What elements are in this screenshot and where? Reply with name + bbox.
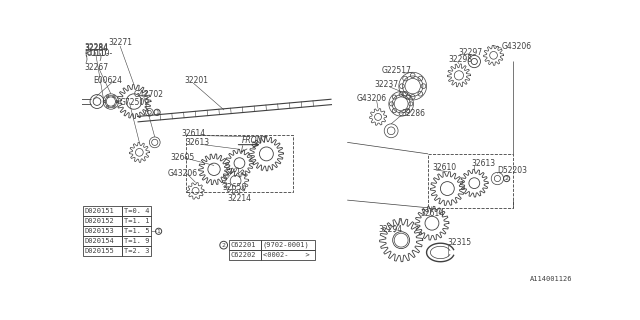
Text: 1: 1 xyxy=(157,229,161,234)
Text: D020155: D020155 xyxy=(84,248,115,254)
Text: ): ) xyxy=(84,55,87,64)
Text: 32267: 32267 xyxy=(84,63,108,72)
Text: 32271: 32271 xyxy=(108,38,132,47)
Text: C62202: C62202 xyxy=(230,252,256,258)
Text: 32613: 32613 xyxy=(186,138,210,147)
Text: (0110-: (0110- xyxy=(84,49,109,58)
Text: C62201: C62201 xyxy=(230,242,256,248)
Text: 32201: 32201 xyxy=(184,76,208,85)
Text: 32610: 32610 xyxy=(432,163,456,172)
Bar xyxy=(228,250,261,260)
Text: <0110-: <0110- xyxy=(84,49,112,58)
Text: D020154: D020154 xyxy=(84,238,115,244)
Text: ): ) xyxy=(99,53,102,62)
Bar xyxy=(428,154,513,208)
Bar xyxy=(228,240,261,250)
Text: D020152: D020152 xyxy=(84,218,115,224)
Text: 32614: 32614 xyxy=(182,129,206,138)
Text: 2: 2 xyxy=(504,176,509,181)
Text: 32286: 32286 xyxy=(401,109,425,118)
Text: G43206: G43206 xyxy=(356,94,387,103)
Text: D52203: D52203 xyxy=(497,166,527,175)
Bar xyxy=(83,206,122,216)
Text: G43206: G43206 xyxy=(168,169,198,178)
Text: G42702: G42702 xyxy=(134,90,164,99)
Text: D020153: D020153 xyxy=(84,228,115,234)
Text: 2: 2 xyxy=(221,243,226,248)
Text: 32214: 32214 xyxy=(227,194,252,203)
Text: 32614: 32614 xyxy=(420,210,445,219)
Text: 32605: 32605 xyxy=(170,153,195,162)
Text: 32613: 32613 xyxy=(471,159,495,168)
Text: T=1. 1: T=1. 1 xyxy=(124,218,150,224)
Text: T=2. 3: T=2. 3 xyxy=(124,248,150,254)
Text: T=1. 5: T=1. 5 xyxy=(124,228,150,234)
Text: 32298: 32298 xyxy=(449,55,473,64)
Text: (9702-0001): (9702-0001) xyxy=(262,242,309,248)
Text: 32284: 32284 xyxy=(84,44,108,53)
Text: D020151: D020151 xyxy=(84,208,115,214)
Bar xyxy=(122,206,151,216)
Text: 32297: 32297 xyxy=(459,48,483,57)
Text: T=0. 4: T=0. 4 xyxy=(124,208,150,214)
Text: 32650: 32650 xyxy=(223,182,247,191)
Text: G72509: G72509 xyxy=(120,98,150,107)
Text: 32315: 32315 xyxy=(447,238,472,247)
Text: FRONT: FRONT xyxy=(242,136,268,145)
Bar xyxy=(261,250,315,260)
Bar xyxy=(261,240,315,250)
Text: G22517: G22517 xyxy=(382,66,412,75)
Bar xyxy=(83,226,122,236)
Bar xyxy=(122,246,151,256)
Bar xyxy=(122,216,151,226)
Bar xyxy=(83,246,122,256)
Bar xyxy=(186,135,293,192)
Text: <0002-    >: <0002- > xyxy=(262,252,309,258)
Text: 1: 1 xyxy=(155,110,159,115)
Text: E00624: E00624 xyxy=(93,76,122,85)
Bar xyxy=(83,236,122,246)
Bar xyxy=(83,216,122,226)
Bar xyxy=(122,226,151,236)
Text: T=1. 9: T=1. 9 xyxy=(124,238,150,244)
Text: G43206: G43206 xyxy=(502,42,532,51)
Text: 32237: 32237 xyxy=(374,80,398,89)
Text: 32294: 32294 xyxy=(379,225,403,234)
Text: A114001126: A114001126 xyxy=(531,276,573,282)
Bar xyxy=(122,236,151,246)
Text: 32284: 32284 xyxy=(84,43,108,52)
